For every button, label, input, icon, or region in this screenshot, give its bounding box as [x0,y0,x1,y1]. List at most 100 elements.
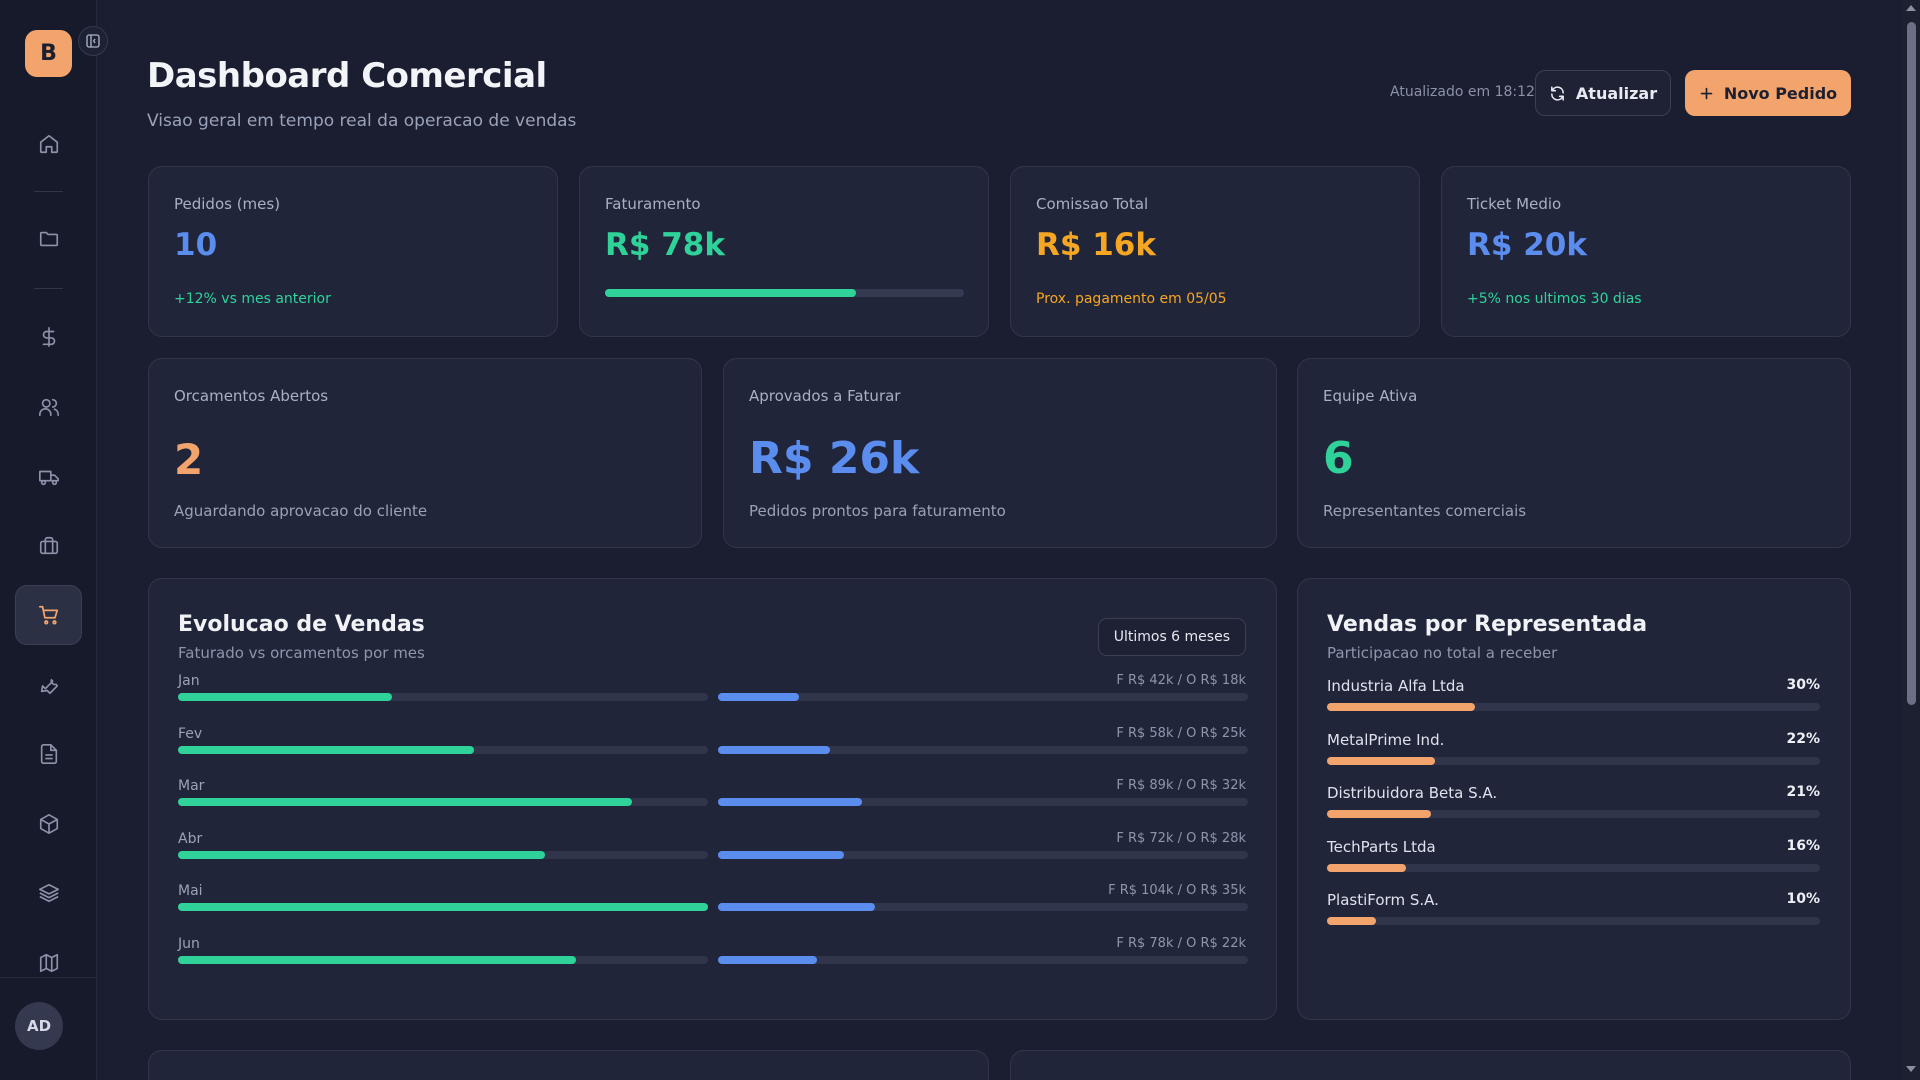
stat-note: Pedidos prontos para faturamento [749,502,1006,520]
month-values: F R$ 104k / O R$ 35k [1108,883,1246,898]
rep-name: TechParts Ltda [1327,837,1436,856]
stat-value: R$ 26k [749,433,920,484]
faturamento-progress [605,289,964,297]
sidebar-item-catalog[interactable] [15,863,82,923]
panel-title: Evolucao de Vendas [178,612,425,637]
package-icon [38,813,60,835]
orcamento-bar-track [718,745,1248,754]
sidebar-item-finance[interactable] [15,307,82,367]
refresh-label: Atualizar [1575,83,1658,103]
orcamento-bar [718,798,862,806]
stat-label: Equipe Ativa [1323,387,1418,405]
kpi-note: +12% vs mes anterior [174,291,331,307]
month-label: Jan [178,673,200,689]
kpi-value: R$ 16k [1036,227,1156,263]
scroll-down-arrow[interactable] [1906,1066,1916,1072]
month-values: F R$ 42k / O R$ 18k [1116,673,1246,688]
month-values: F R$ 78k / O R$ 22k [1116,935,1246,951]
stat-label: Aprovados a Faturar [749,387,901,405]
sidebar-divider [34,288,63,289]
rep-bar [1327,917,1377,925]
sidebar-toggle-button[interactable] [78,26,108,56]
plus-icon [1699,86,1714,101]
new-order-button[interactable]: Novo Pedido [1685,70,1851,116]
rep-bar [1327,703,1475,711]
map-icon [38,952,60,974]
month-label: Abr [178,830,203,847]
kpi-label: Ticket Medio [1467,195,1562,213]
sidebar-item-delivery[interactable] [15,447,82,507]
page-title: Dashboard Comercial [147,56,547,96]
faturado-bar [178,850,545,859]
kpi-label: Pedidos (mes) [174,195,281,213]
faturado-bar-track [178,798,708,806]
month-values: F R$ 72k / O R$ 28k [1116,830,1246,846]
rep-bar-track [1327,756,1820,765]
last-updated-text: Atualizado em 18:12 [1390,84,1535,100]
refresh-button[interactable]: Atualizar [1535,70,1671,116]
sidebar-item-documents[interactable] [15,724,82,784]
month-label: Mai [178,883,203,899]
sales-by-rep-panel: Vendas por Representada Participacao no … [1297,578,1851,1020]
layers-icon [38,882,60,904]
app-logo[interactable]: B [25,30,72,77]
page-subtitle: Visao geral em tempo real da operacao de… [147,111,577,131]
truck-icon [38,466,60,488]
sidebar-divider [34,191,63,192]
sidebar-item-products[interactable] [15,794,82,854]
sales-evolution-panel: Evolucao de Vendas Faturado vs orcamento… [148,578,1277,1020]
panel-title: Vendas por Representada [1327,612,1648,637]
orcamento-bar-track [718,903,1248,911]
rep-bar-track [1327,917,1820,925]
kpi-label: Comissao Total [1036,195,1149,213]
scroll-thumb[interactable] [1907,22,1916,705]
scroll-up-arrow[interactable] [1906,5,1916,11]
faturado-bar [178,693,393,701]
sidebar-item-representadas[interactable] [15,516,82,576]
rep-bar-track [1327,810,1820,818]
sidebar-toggle-icon [85,33,101,49]
rep-name: Distribuidora Beta S.A. [1327,784,1498,802]
faturado-bar [178,745,474,754]
kpi-label: Faturamento [605,195,701,213]
rep-bar [1327,863,1406,872]
kpi-card-faturamento: Faturamento R$ 78k [579,166,989,337]
orcamento-bar [718,745,831,754]
sidebar: B [0,0,97,1080]
rep-bar-track [1327,703,1820,711]
rep-percent: 16% [1786,837,1820,854]
panel-subtitle: Faturado vs orcamentos por mes [178,644,425,662]
sidebar-item-home[interactable] [15,114,82,174]
sidebar-item-orders[interactable] [15,585,82,645]
user-avatar[interactable]: AD [15,1002,63,1050]
stat-note: Representantes comerciais [1323,502,1527,520]
sidebar-item-customers[interactable] [15,377,82,437]
month-values: F R$ 58k / O R$ 25k [1116,725,1246,741]
month-label: Mar [178,778,205,794]
rep-bar-track [1327,863,1820,872]
faturado-bar-track [178,693,708,701]
orcamento-bar [718,903,876,911]
faturado-bar [178,955,576,964]
period-label: Ultimos 6 meses [1113,629,1230,645]
kpi-value: R$ 20k [1467,227,1587,263]
orcamento-bar-track [718,798,1248,806]
faturado-bar-track [178,850,708,859]
page-scrollbar[interactable] [1902,0,1920,1080]
sidebar-item-folders[interactable] [15,209,82,269]
period-select[interactable]: Ultimos 6 meses [1097,618,1246,656]
orcamento-bar [718,693,799,701]
rep-name: Industria Alfa Ltda [1327,677,1465,695]
rep-percent: 10% [1786,891,1820,907]
sidebar-item-tools[interactable] [15,655,82,715]
orcamento-bar-track [718,850,1248,859]
kpi-note: +5% nos ultimos 30 dias [1467,291,1642,307]
avatar-initials: AD [26,1017,52,1035]
kpi-card-comissao: Comissao Total R$ 16k Prox. pagamento em… [1010,166,1420,337]
stat-label: Orcamentos Abertos [174,387,329,405]
stat-card-equipe: Equipe Ativa 6 Representantes comerciais [1297,358,1851,548]
kpi-value: 10 [174,227,218,263]
stat-card-aprovados: Aprovados a Faturar R$ 26k Pedidos pront… [723,358,1277,548]
sidebar-item-map[interactable] [15,933,82,993]
kpi-value: R$ 78k [605,227,725,263]
